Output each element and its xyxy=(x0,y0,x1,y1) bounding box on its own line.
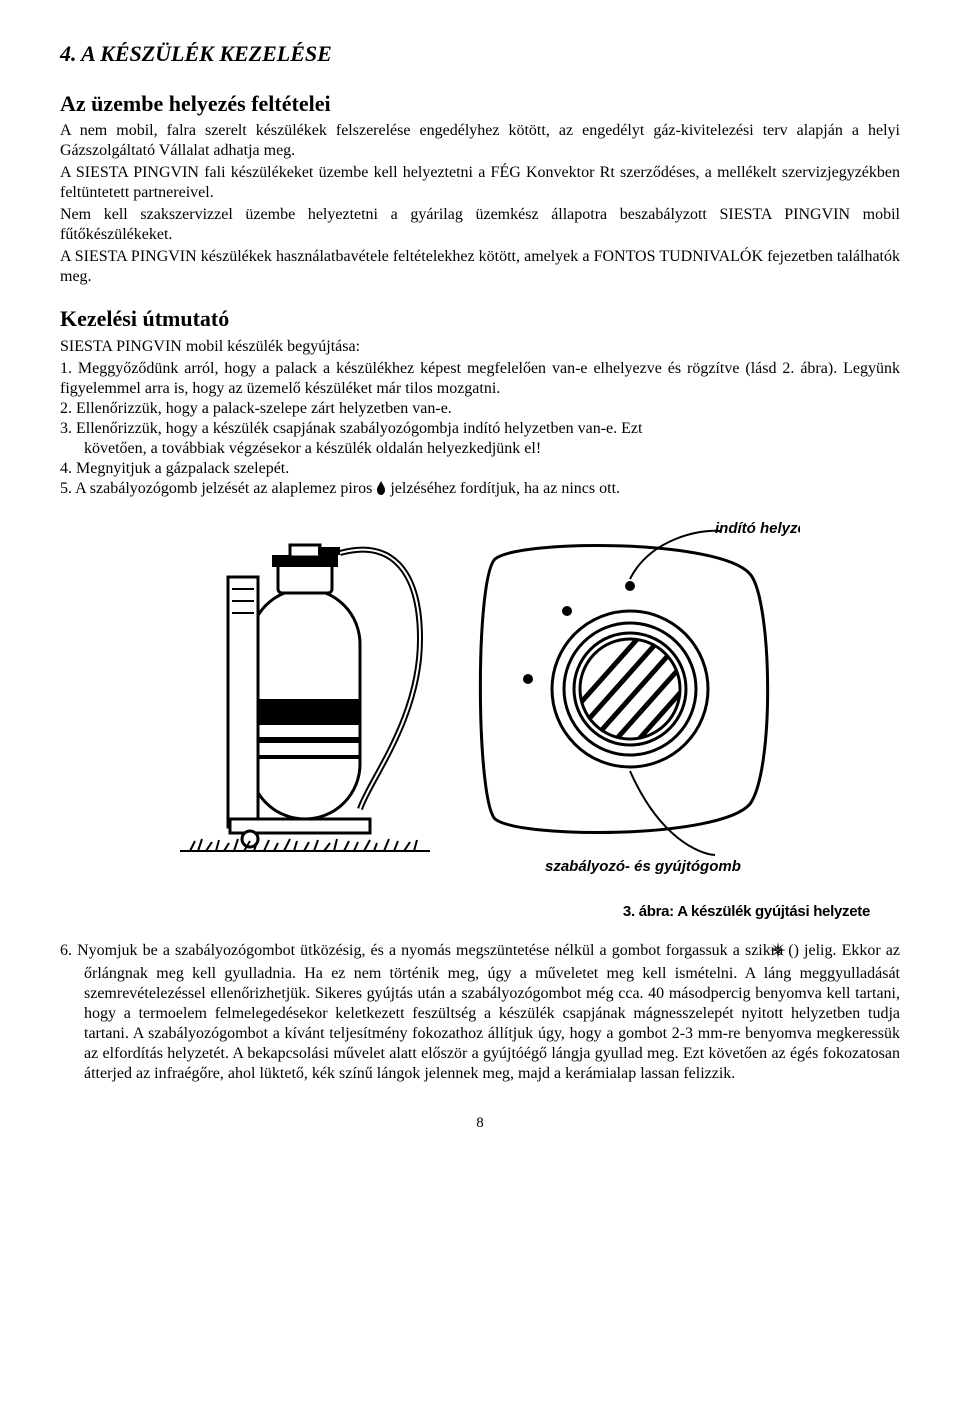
list-item-5b: jelzéséhez fordítjuk, ha az nincs ott. xyxy=(386,480,620,497)
list-item-5a: 5. A szabályozógomb jelzését az alapleme… xyxy=(60,480,376,497)
list-item-4: 4. Megnyitjuk a gázpalack szelepét. xyxy=(60,459,900,479)
page-number: 8 xyxy=(60,1114,900,1133)
list-item-3b: követően, a továbbiak végzésekor a készü… xyxy=(60,439,900,459)
list-item-5: 5. A szabályozógomb jelzését az alapleme… xyxy=(60,479,900,501)
figure-3: indító helyzet szabályozó- és gyújtógomb xyxy=(60,519,900,895)
list-item-6b: ) jelig. Ekkor az őrlángnak meg kell gyu… xyxy=(84,942,900,1082)
list-item-6a: 6. Nyomjuk be a szabályozógombot ütközés… xyxy=(60,942,794,959)
list-item-1: 1. Meggyőződünk arról, hogy a palack a k… xyxy=(60,359,900,399)
section2-heading: Kezelési útmutató xyxy=(60,305,900,333)
page-title: 4. A KÉSZÜLÉK KEZELÉSE xyxy=(60,40,900,68)
para-4: A SIESTA PINGVIN készülékek használatbav… xyxy=(60,247,900,287)
fig-label-top: indító helyzet xyxy=(715,520,800,537)
para-2: A SIESTA PINGVIN fali készülékeket üzemb… xyxy=(60,163,900,203)
list-item-3a: 3. Ellenőrizzük, hogy a készülék csapján… xyxy=(60,419,900,439)
para-1: A nem mobil, falra szerelt készülékek fe… xyxy=(60,121,900,161)
list-item-2: 2. Ellenőrizzük, hogy a palack-szelepe z… xyxy=(60,399,900,419)
section1-heading: Az üzembe helyezés feltételei xyxy=(60,90,900,118)
flame-icon xyxy=(376,481,386,501)
figure-caption: 3. ábra: A készülék gyújtási helyzete xyxy=(60,903,900,922)
para-3: Nem kell szakszervizzel üzembe helyeztet… xyxy=(60,205,900,245)
subline: SIESTA PINGVIN mobil készülék begyújtása… xyxy=(60,337,900,357)
fig-label-bottom: szabályozó- és gyújtógomb xyxy=(545,858,741,875)
list-item-6: 6. Nyomjuk be a szabályozógombot ütközés… xyxy=(60,941,900,1084)
